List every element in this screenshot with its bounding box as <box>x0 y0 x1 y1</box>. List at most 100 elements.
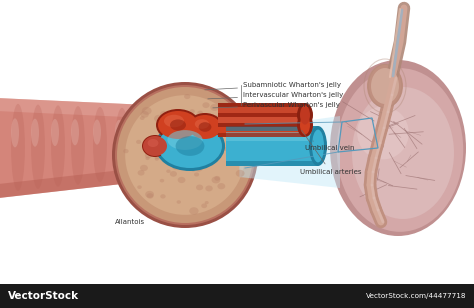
Ellipse shape <box>230 157 235 161</box>
Ellipse shape <box>174 142 184 149</box>
Ellipse shape <box>231 150 239 156</box>
Ellipse shape <box>115 85 255 225</box>
Ellipse shape <box>176 200 181 204</box>
Ellipse shape <box>158 111 198 139</box>
Bar <box>218 123 305 127</box>
Ellipse shape <box>160 179 164 182</box>
Ellipse shape <box>160 194 166 199</box>
Ellipse shape <box>115 120 123 144</box>
Ellipse shape <box>167 130 202 150</box>
Polygon shape <box>0 167 148 198</box>
Ellipse shape <box>145 153 152 158</box>
Text: Allantois: Allantois <box>115 219 145 225</box>
Ellipse shape <box>367 64 403 108</box>
Ellipse shape <box>140 111 149 118</box>
Ellipse shape <box>205 201 209 204</box>
Ellipse shape <box>167 121 177 128</box>
Ellipse shape <box>142 135 168 157</box>
Ellipse shape <box>115 108 129 180</box>
Ellipse shape <box>213 121 222 128</box>
Ellipse shape <box>165 156 175 163</box>
Ellipse shape <box>371 68 399 104</box>
Bar <box>218 113 305 117</box>
Ellipse shape <box>158 124 222 168</box>
Ellipse shape <box>171 148 178 153</box>
Ellipse shape <box>137 185 142 189</box>
Ellipse shape <box>51 119 59 146</box>
Ellipse shape <box>140 165 148 171</box>
Ellipse shape <box>203 139 209 143</box>
Ellipse shape <box>210 104 219 111</box>
Text: Intervascular Wharton's jelly: Intervascular Wharton's jelly <box>208 92 343 99</box>
Bar <box>226 126 318 131</box>
Ellipse shape <box>170 120 186 131</box>
Bar <box>218 107 305 113</box>
Ellipse shape <box>155 155 160 159</box>
Text: Perivascular Wharton's jelly: Perivascular Wharton's jelly <box>213 102 340 108</box>
Ellipse shape <box>11 104 25 191</box>
Ellipse shape <box>123 149 128 153</box>
Ellipse shape <box>145 191 154 198</box>
Text: VectorStock: VectorStock <box>8 291 79 301</box>
Ellipse shape <box>211 176 220 184</box>
Ellipse shape <box>352 87 454 219</box>
Ellipse shape <box>179 157 188 165</box>
Ellipse shape <box>190 132 197 138</box>
Ellipse shape <box>198 163 203 167</box>
Ellipse shape <box>214 176 220 181</box>
Ellipse shape <box>71 119 79 145</box>
Ellipse shape <box>31 105 45 189</box>
Ellipse shape <box>189 207 199 215</box>
Ellipse shape <box>51 105 65 187</box>
Ellipse shape <box>165 139 174 146</box>
Polygon shape <box>0 98 148 198</box>
Ellipse shape <box>155 121 225 171</box>
Ellipse shape <box>172 130 181 137</box>
Bar <box>226 126 318 166</box>
Ellipse shape <box>184 94 191 99</box>
Ellipse shape <box>11 118 19 148</box>
Ellipse shape <box>93 120 101 145</box>
Ellipse shape <box>236 141 242 145</box>
Ellipse shape <box>199 122 211 132</box>
Polygon shape <box>0 98 148 118</box>
Ellipse shape <box>160 111 168 117</box>
Ellipse shape <box>180 157 185 161</box>
Ellipse shape <box>178 156 183 160</box>
Text: VectorStock.com/44477718: VectorStock.com/44477718 <box>365 293 466 299</box>
Ellipse shape <box>330 60 466 236</box>
Bar <box>218 133 305 137</box>
Ellipse shape <box>196 184 203 190</box>
Ellipse shape <box>140 116 145 120</box>
Ellipse shape <box>177 142 185 148</box>
Ellipse shape <box>162 143 170 149</box>
Ellipse shape <box>166 122 174 128</box>
Ellipse shape <box>195 165 203 172</box>
Bar <box>218 113 305 137</box>
Ellipse shape <box>217 142 225 149</box>
Ellipse shape <box>117 87 253 223</box>
Bar <box>218 117 305 123</box>
Ellipse shape <box>195 136 201 141</box>
Ellipse shape <box>186 148 194 154</box>
Ellipse shape <box>156 109 200 141</box>
Ellipse shape <box>154 115 164 122</box>
Ellipse shape <box>147 139 158 147</box>
Bar <box>226 161 318 166</box>
Ellipse shape <box>137 170 145 176</box>
Bar <box>226 132 318 141</box>
Ellipse shape <box>182 120 188 125</box>
Ellipse shape <box>190 109 195 114</box>
Ellipse shape <box>222 147 228 151</box>
Bar <box>218 103 305 107</box>
Ellipse shape <box>309 126 327 166</box>
Ellipse shape <box>297 103 313 127</box>
Ellipse shape <box>205 185 213 191</box>
Ellipse shape <box>184 146 191 150</box>
Ellipse shape <box>192 144 202 152</box>
Text: Subamniotic Wharton's jelly: Subamniotic Wharton's jelly <box>205 82 341 90</box>
Ellipse shape <box>112 82 258 228</box>
Ellipse shape <box>93 107 107 182</box>
Ellipse shape <box>187 113 223 141</box>
Ellipse shape <box>357 107 409 160</box>
